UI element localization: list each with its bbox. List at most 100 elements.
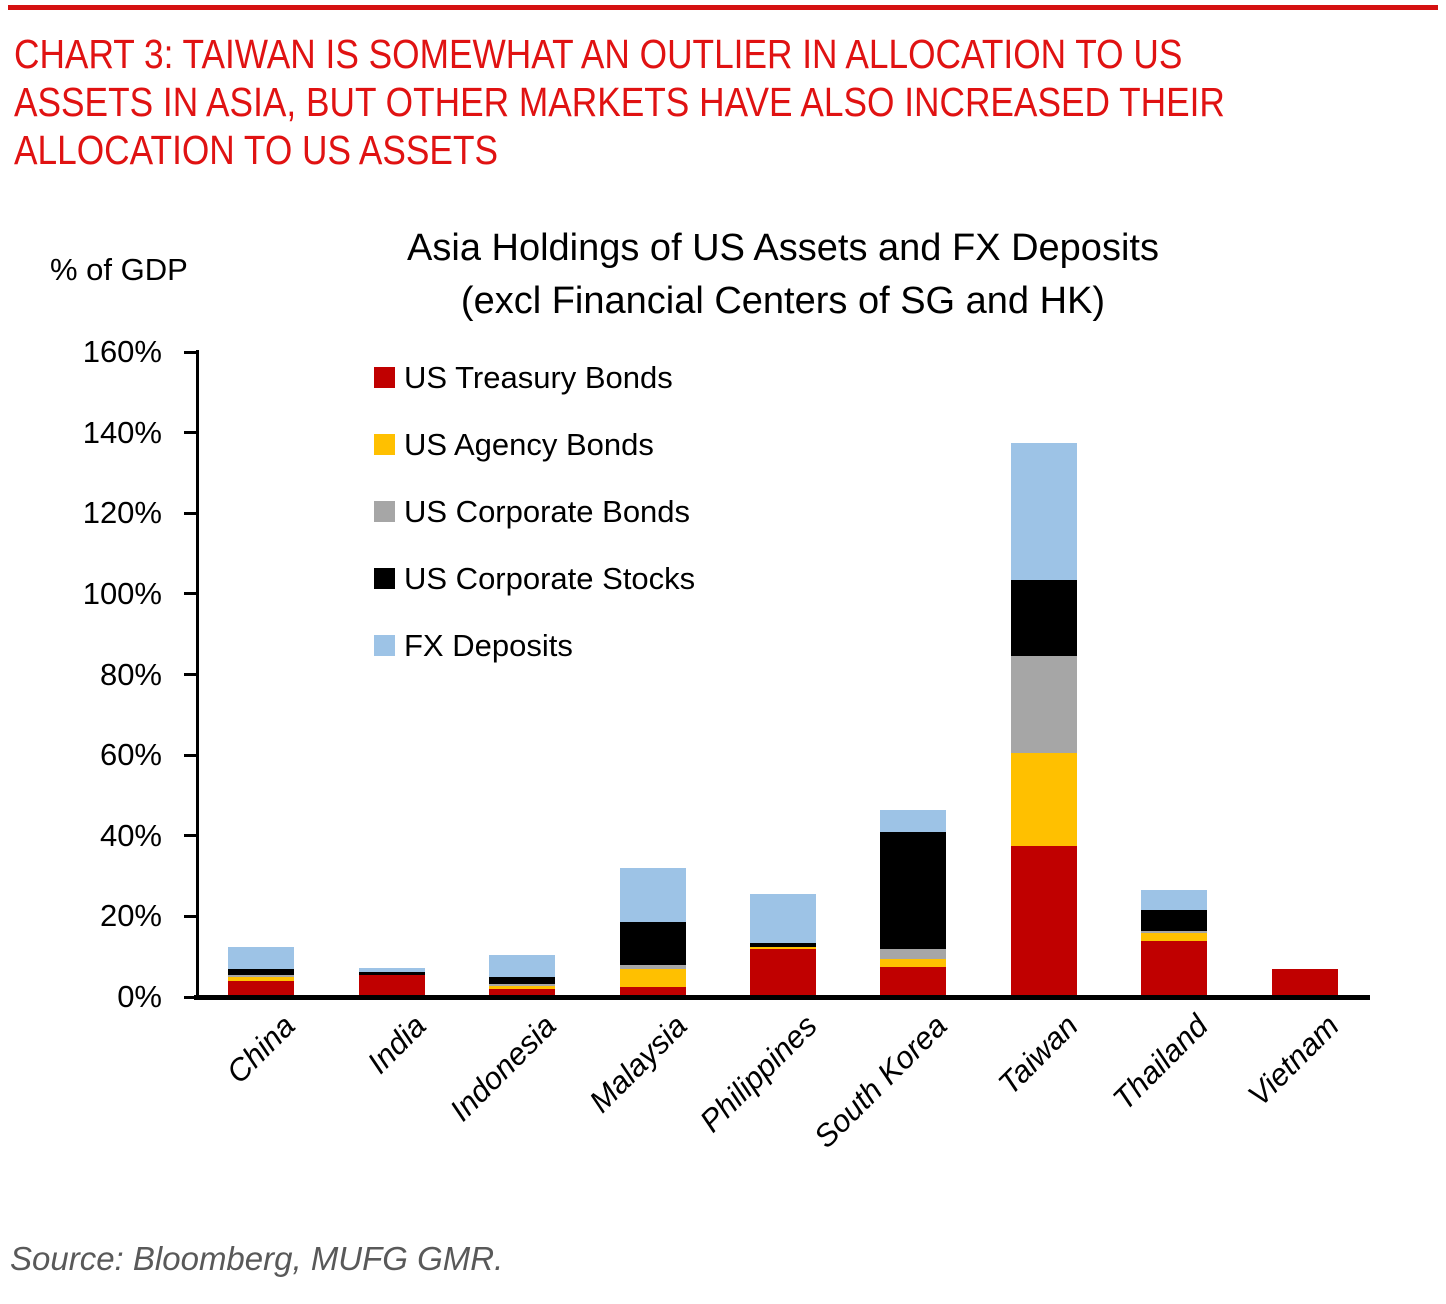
segment-us-agency-bonds — [750, 946, 816, 949]
chart-title: Asia Holdings of US Assets and FX Deposi… — [196, 222, 1370, 328]
segment-us-treasury-bonds — [880, 966, 947, 995]
y-tick-label: 60% — [99, 737, 162, 773]
segment-us-treasury-bonds — [489, 988, 556, 995]
bar-south-korea — [880, 809, 947, 995]
y-tick-mark — [184, 995, 196, 999]
legend-item-us-corporate-bonds: US Corporate Bonds — [374, 496, 695, 527]
segment-us-corporate-bonds — [1010, 656, 1077, 754]
x-label-malaysia: Malaysia — [582, 1008, 694, 1120]
segment-us-corporate-stocks — [228, 968, 295, 975]
chart-title-line: Asia Holdings of US Assets and FX Deposi… — [407, 227, 1159, 269]
headline-line-2: ASSETS IN ASIA, BUT OTHER MARKETS HAVE A… — [14, 79, 1225, 125]
x-label-thailand: Thailand — [1106, 1008, 1216, 1117]
top-rule — [8, 5, 1438, 10]
y-tick-mark — [184, 914, 196, 918]
y-tick-label: 80% — [99, 656, 162, 692]
legend-swatch-icon — [374, 367, 395, 388]
segment-fx-deposits — [228, 946, 295, 969]
segment-us-treasury-bonds — [228, 980, 295, 995]
bar-vietnam — [1271, 968, 1338, 995]
y-axis-title: % of GDP — [50, 252, 188, 287]
segment-us-corporate-stocks — [489, 976, 556, 984]
legend-item-us-treasury-bonds: US Treasury Bonds — [374, 362, 695, 393]
legend-label: US Corporate Stocks — [404, 561, 696, 596]
x-label-india: India — [360, 1008, 433, 1081]
segment-us-treasury-bonds — [1141, 940, 1208, 995]
bar-indonesia — [489, 954, 556, 995]
y-tick-mark — [184, 753, 196, 757]
segment-us-corporate-bonds — [228, 974, 295, 977]
legend-swatch-icon — [374, 434, 395, 455]
legend: US Treasury Bonds US Agency Bonds US Corpo… — [374, 362, 695, 661]
y-tick-label: 100% — [82, 575, 162, 611]
y-tick-label: 20% — [99, 898, 162, 934]
x-label-vietnam: Vietnam — [1240, 1008, 1346, 1113]
segment-us-agency-bonds — [1010, 753, 1077, 846]
y-tick-mark — [184, 350, 196, 354]
y-tick-mark — [184, 511, 196, 515]
legend-item-us-corporate-stocks: US Corporate Stocks — [374, 563, 695, 594]
y-tick-mark — [184, 834, 196, 838]
headline-line-1: CHART 3: TAIWAN IS SOMEWHAT AN OUTLIER I… — [14, 31, 1183, 77]
source-note: Source: Bloomberg, MUFG GMR. — [10, 1240, 504, 1277]
x-label-taiwan: Taiwan — [991, 1008, 1085, 1102]
segment-us-corporate-stocks — [880, 831, 947, 949]
bar-thailand — [1141, 890, 1208, 995]
segment-us-corporate-bonds — [880, 948, 947, 959]
legend-item-us-agency-bonds: US Agency Bonds — [374, 429, 695, 460]
segment-us-treasury-bonds — [750, 948, 816, 995]
segment-us-corporate-stocks — [619, 922, 686, 965]
bar-taiwan — [1010, 442, 1077, 995]
segment-us-treasury-bonds — [1010, 845, 1077, 995]
y-tick-mark — [184, 431, 196, 435]
y-tick-label: 40% — [99, 817, 162, 853]
legend-label: US Corporate Bonds — [404, 494, 691, 529]
x-label-china: China — [219, 1008, 302, 1091]
segment-us-agency-bonds — [228, 976, 295, 981]
segment-fx-deposits — [358, 967, 425, 972]
bar-philippines — [750, 894, 816, 995]
segment-us-corporate-stocks — [1010, 579, 1077, 657]
segment-us-agency-bonds — [880, 958, 947, 967]
segment-fx-deposits — [1010, 442, 1077, 580]
x-axis-line — [194, 995, 1370, 1000]
legend-item-fx-deposits: FX Deposits — [374, 630, 695, 661]
segment-us-corporate-stocks — [358, 971, 425, 975]
segment-us-agency-bonds — [489, 985, 556, 989]
x-label-south-korea: South Korea — [807, 1008, 955, 1155]
segment-us-treasury-bonds — [1271, 968, 1338, 995]
legend-label: FX Deposits — [404, 628, 573, 663]
segment-fx-deposits — [1141, 890, 1208, 911]
legend-label: US Agency Bonds — [404, 427, 654, 462]
y-tick-label: 160% — [82, 334, 162, 369]
segment-us-corporate-bonds — [1141, 930, 1208, 933]
legend-swatch-icon — [374, 568, 395, 589]
segment-us-agency-bonds — [619, 968, 686, 987]
segment-us-corporate-bonds — [489, 983, 556, 986]
segment-us-corporate-stocks — [750, 942, 816, 947]
y-tick-mark — [184, 673, 196, 676]
segment-fx-deposits — [489, 954, 556, 977]
chart-subtitle-line: (excl Financial Centers of SG and HK) — [460, 280, 1106, 322]
legend-swatch-icon — [374, 501, 395, 522]
chart-headline: CHART 3: TAIWAN IS SOMEWHAT AN OUTLIER I… — [14, 30, 1225, 174]
segment-fx-deposits — [880, 809, 947, 832]
segment-us-corporate-stocks — [1141, 910, 1208, 931]
segment-us-corporate-bonds — [619, 964, 686, 969]
y-tick-label: 0% — [117, 979, 162, 1014]
y-tick-label: 140% — [82, 414, 162, 450]
segment-us-treasury-bonds — [358, 974, 425, 995]
segment-fx-deposits — [619, 868, 686, 923]
legend-label: US Treasury Bonds — [404, 360, 673, 395]
x-label-indonesia: Indonesia — [443, 1008, 563, 1128]
segment-us-agency-bonds — [1141, 932, 1208, 941]
x-label-philippines: Philippines — [692, 1008, 824, 1139]
bar-india — [358, 967, 425, 995]
y-tick-mark — [184, 592, 196, 596]
y-tick-label: 120% — [82, 495, 162, 531]
bar-china — [228, 946, 295, 995]
legend-swatch-icon — [374, 635, 395, 656]
segment-fx-deposits — [750, 894, 816, 943]
segment-us-treasury-bonds — [619, 986, 686, 995]
